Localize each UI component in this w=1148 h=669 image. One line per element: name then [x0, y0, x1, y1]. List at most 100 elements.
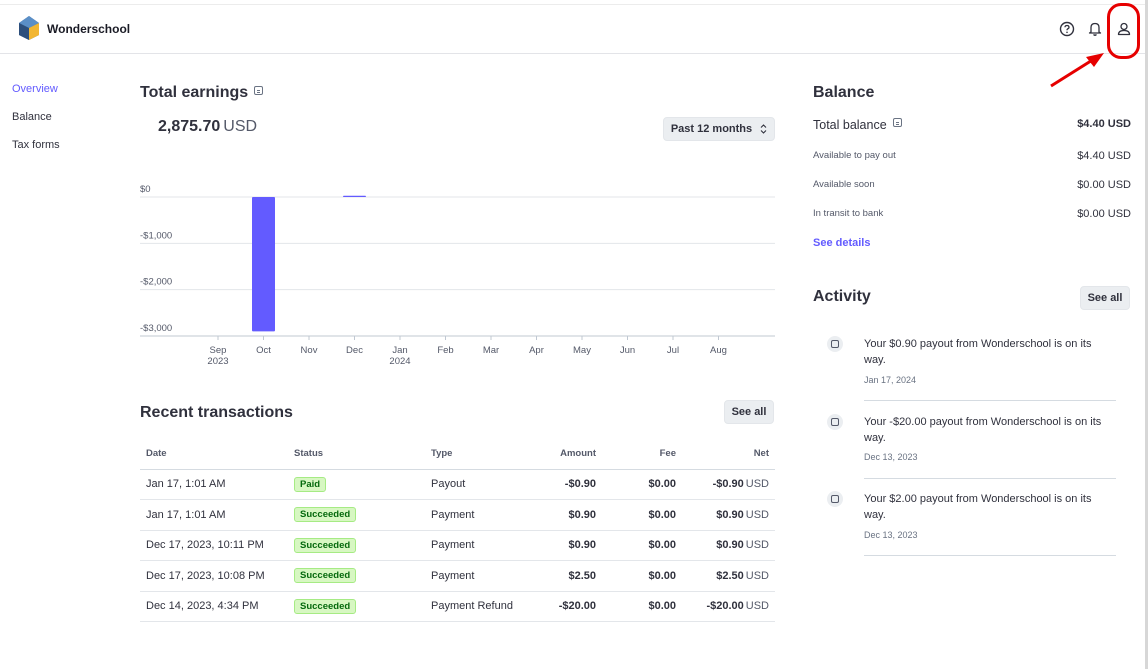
x-tick-label: Jul — [667, 345, 679, 356]
cell-amount: -$20.00 — [531, 591, 602, 622]
cell-status: Succeeded — [288, 530, 425, 561]
activity-date: Jan 17, 2024 — [864, 375, 917, 385]
x-tick-label: Dec — [346, 345, 363, 356]
col-type[interactable]: Type — [425, 438, 531, 470]
net-currency: USD — [745, 539, 769, 552]
period-select-label: Past 12 months — [670, 123, 753, 135]
cell-date: Jan 17, 1:01 AM — [140, 499, 288, 531]
help-icon[interactable] — [1057, 19, 1077, 39]
in-transit-label: In transit to bank — [813, 208, 884, 219]
info-icon[interactable] — [892, 118, 902, 127]
available-soon-label: Available soon — [813, 179, 875, 190]
balance-title: Balance — [813, 84, 875, 101]
transactions-table: Date Status Type Amount Fee Net Jan 17, … — [140, 438, 775, 622]
divider — [864, 555, 1116, 556]
x-tick-label: Jun — [620, 345, 635, 356]
top-bar: Wonderschool — [0, 4, 1145, 54]
divider — [864, 478, 1116, 479]
sidebar-item-balance[interactable]: Balance — [12, 111, 52, 123]
activity-text: Your $2.00 payout from Wonderschool is o… — [864, 493, 1092, 521]
earnings-value: 2,875.70 — [158, 118, 221, 135]
earnings-currency: USD — [223, 118, 258, 135]
x-tick-label: Apr — [529, 345, 544, 356]
status-badge: Succeeded — [294, 598, 357, 614]
cell-status: Paid — [288, 469, 425, 500]
recent-transactions-title: Recent transactions — [140, 404, 293, 421]
period-select[interactable]: Past 12 months — [663, 117, 775, 141]
col-status[interactable]: Status — [288, 438, 425, 470]
pointer-arrow-annotation — [1050, 53, 1104, 88]
y-tick-label: -$1,000 — [140, 230, 172, 241]
x-tick-label: Aug — [710, 345, 727, 356]
table-row[interactable]: Jan 17, 1:01 AM Paid Payout -$0.90 $0.00 -$0.… — [140, 469, 775, 500]
col-amount[interactable]: Amount — [531, 438, 602, 470]
window-edge — [1145, 0, 1148, 669]
table-row[interactable]: Dec 17, 2023, 10:08 PM Succeeded Payment $2… — [140, 560, 775, 592]
col-date[interactable]: Date — [140, 438, 288, 470]
activity-date: Dec 13, 2023 — [864, 452, 918, 462]
sidebar-item-tax-forms[interactable]: Tax forms — [12, 139, 60, 151]
y-tick-label: -$3,000 — [140, 323, 172, 334]
activity-see-all-button[interactable]: See all — [1080, 286, 1130, 310]
bell-icon[interactable] — [1085, 19, 1105, 39]
x-tick-label-year: 2024 — [389, 356, 410, 367]
status-badge: Succeeded — [294, 537, 357, 553]
total-earnings-heading: Total earnings — [140, 84, 264, 102]
table-row[interactable]: Dec 17, 2023, 10:11 PM Succeeded Payment $0… — [140, 530, 775, 561]
cell-type: Payment — [425, 560, 531, 592]
cell-fee: $0.00 — [602, 499, 682, 531]
available-payout-label: Available to pay out — [813, 150, 896, 161]
cell-type: Payment — [425, 499, 531, 531]
user-icon[interactable] — [1114, 19, 1134, 39]
net-value: -$0.90 — [712, 478, 744, 491]
x-tick-label: Feb — [437, 345, 453, 356]
in-transit-value: $0.00 USD — [1077, 208, 1131, 220]
col-fee[interactable]: Fee — [602, 438, 682, 470]
cell-net: $0.90 USD — [682, 530, 775, 561]
brand-name: Wonderschool — [47, 22, 131, 36]
activity-text: Your $0.90 payout from Wonderschool is o… — [864, 338, 1092, 366]
total-balance-value: $4.40 USD — [1077, 118, 1131, 130]
cell-amount: $2.50 — [531, 560, 602, 592]
y-tick-label: $0 — [140, 184, 151, 195]
cell-status: Succeeded — [288, 591, 425, 622]
status-badge: Succeeded — [294, 507, 357, 523]
cell-net: $2.50 USD — [682, 560, 775, 592]
cell-net: -$20.00 USD — [682, 591, 775, 622]
x-tick-label: Mar — [483, 345, 499, 356]
total-balance-text: Total balance — [813, 118, 887, 132]
y-tick-label: -$2,000 — [140, 277, 172, 288]
available-soon-value: $0.00 USD — [1077, 179, 1131, 191]
cell-fee: $0.00 — [602, 591, 682, 622]
see-details-link[interactable]: See details — [813, 237, 871, 249]
col-net[interactable]: Net — [682, 438, 775, 470]
net-value: $0.90 — [716, 508, 744, 521]
x-tick-label: May — [573, 345, 591, 356]
transactions-see-all-button[interactable]: See all — [724, 400, 774, 424]
table-row[interactable]: Dec 14, 2023, 4:34 PM Succeeded Payment Re… — [140, 591, 775, 622]
chevron-updown-icon — [760, 124, 767, 134]
cell-fee: $0.00 — [602, 560, 682, 592]
cell-net: $0.90 USD — [682, 499, 775, 531]
table-header-row: Date Status Type Amount Fee Net — [140, 438, 775, 470]
available-payout-row: Available to pay out $4.40 USD — [813, 150, 1131, 162]
cell-amount: -$0.90 — [531, 469, 602, 500]
table-row[interactable]: Jan 17, 1:01 AM Succeeded Payment $0.90 $0.0… — [140, 499, 775, 531]
bar — [252, 197, 275, 332]
status-badge: Succeeded — [294, 568, 357, 584]
x-tick-label: Sep — [210, 345, 227, 356]
sidebar-item-overview[interactable]: Overview — [12, 83, 58, 95]
status-badge: Paid — [294, 476, 327, 492]
net-currency: USD — [745, 569, 769, 582]
net-value: -$20.00 — [706, 600, 744, 613]
net-currency: USD — [745, 478, 769, 491]
net-value: $0.90 — [716, 539, 744, 552]
sidebar-nav: Overview Balance Tax forms — [12, 82, 60, 166]
x-tick-label: Jan — [392, 345, 407, 356]
info-icon[interactable] — [254, 86, 264, 95]
cell-date: Dec 14, 2023, 4:34 PM — [140, 591, 288, 622]
cell-status: Succeeded — [288, 560, 425, 592]
activity-date: Dec 13, 2023 — [864, 530, 918, 540]
x-tick-label-year: 2023 — [207, 356, 228, 367]
cell-amount: $0.90 — [531, 499, 602, 531]
